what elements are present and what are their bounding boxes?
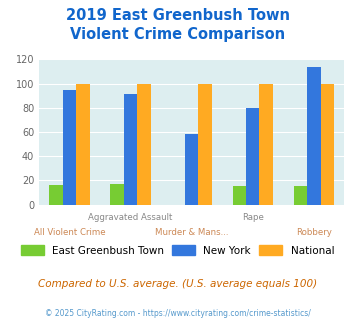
Bar [49, 185, 63, 205]
Bar [321, 83, 334, 205]
Bar [76, 83, 90, 205]
Bar [198, 83, 212, 205]
Text: Aggravated Assault: Aggravated Assault [88, 213, 173, 222]
Text: Compared to U.S. average. (U.S. average equals 100): Compared to U.S. average. (U.S. average … [38, 279, 317, 289]
Text: Murder & Mans...: Murder & Mans... [155, 228, 229, 237]
Bar [233, 186, 246, 205]
Bar [246, 108, 260, 205]
Text: Violent Crime Comparison: Violent Crime Comparison [70, 27, 285, 42]
Bar [63, 90, 76, 205]
Bar [307, 67, 321, 205]
Legend: East Greenbush Town, New York, National: East Greenbush Town, New York, National [16, 241, 339, 260]
Bar [137, 83, 151, 205]
Text: All Violent Crime: All Violent Crime [34, 228, 105, 237]
Bar [110, 184, 124, 205]
Bar [260, 83, 273, 205]
Bar [185, 134, 198, 205]
Text: Robbery: Robbery [296, 228, 332, 237]
Bar [294, 186, 307, 205]
Bar [124, 94, 137, 205]
Text: Rape: Rape [242, 213, 264, 222]
Text: 2019 East Greenbush Town: 2019 East Greenbush Town [66, 8, 289, 23]
Text: © 2025 CityRating.com - https://www.cityrating.com/crime-statistics/: © 2025 CityRating.com - https://www.city… [45, 309, 310, 317]
